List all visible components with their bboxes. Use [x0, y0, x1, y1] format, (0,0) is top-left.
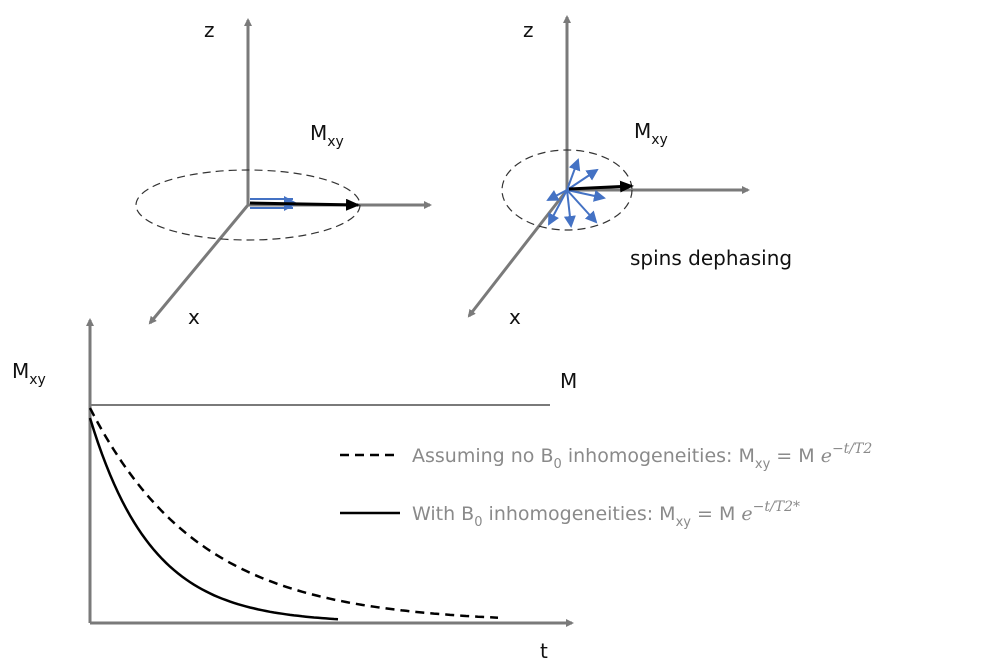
legend-sub: xy: [755, 457, 771, 472]
legend-text: Assuming no B: [412, 445, 554, 467]
spin-vector: [566, 189, 598, 224]
m-main: M: [310, 121, 327, 145]
spin-vector: [566, 158, 581, 191]
x-label: t: [540, 639, 548, 661]
x-axis: [148, 204, 250, 325]
mxy-label: Mxy: [310, 121, 344, 150]
precession-path: [135, 169, 361, 241]
legend-text: = M: [770, 445, 820, 467]
m-main: M: [12, 359, 29, 383]
formula-exponent: −t/T2*: [753, 499, 800, 515]
spin-vector: [548, 189, 568, 226]
m-sub: xy: [327, 134, 344, 150]
z-label: z: [523, 18, 534, 42]
right-axes: z x Mxy spins dephasing: [467, 15, 792, 329]
legend-sub: 0: [554, 457, 562, 472]
legend-text: = M: [691, 503, 741, 525]
x-label: x: [509, 305, 521, 329]
legend-sub: xy: [676, 515, 692, 530]
dephasing-spins: [546, 158, 606, 228]
spin-vector: [566, 189, 606, 202]
decay-graph: Mxy M t Assuming no B0 inhomogeneities: …: [12, 318, 872, 661]
z-label: z: [204, 18, 215, 42]
t2-curve: [88, 407, 499, 619]
mxy-label: Mxy: [634, 119, 668, 148]
level-label: M: [560, 369, 577, 393]
x-label: x: [188, 305, 200, 329]
spin-vector: [566, 168, 599, 191]
caption: spins dephasing: [630, 246, 792, 270]
legend-text: With B: [412, 503, 474, 525]
formula-base: e: [821, 445, 832, 467]
formula-base: e: [741, 503, 752, 525]
legend-text: inhomogeneities: M: [483, 503, 676, 525]
m-main: M: [634, 119, 651, 143]
legend-sub: 0: [474, 515, 482, 530]
t2star-curve: [88, 417, 339, 621]
left-axes: z x Mxy: [135, 18, 432, 329]
magnetization-vector: [568, 180, 634, 193]
y-label: Mxy: [12, 359, 46, 388]
m-sub: xy: [29, 372, 46, 388]
legend-text: inhomogeneities: M: [562, 445, 755, 467]
spin-vector: [563, 189, 576, 228]
magnetization-vector: [249, 198, 360, 211]
m-sub: xy: [651, 132, 668, 148]
x-axis: [467, 189, 569, 318]
formula-exponent: −t/T2: [832, 441, 872, 457]
spin-vector: [546, 189, 568, 201]
legend-entry: Assuming no B0 inhomogeneities: Mxy = M …: [412, 441, 872, 472]
legend-entry: With B0 inhomogeneities: Mxy = M e−t/T2*: [412, 499, 800, 530]
